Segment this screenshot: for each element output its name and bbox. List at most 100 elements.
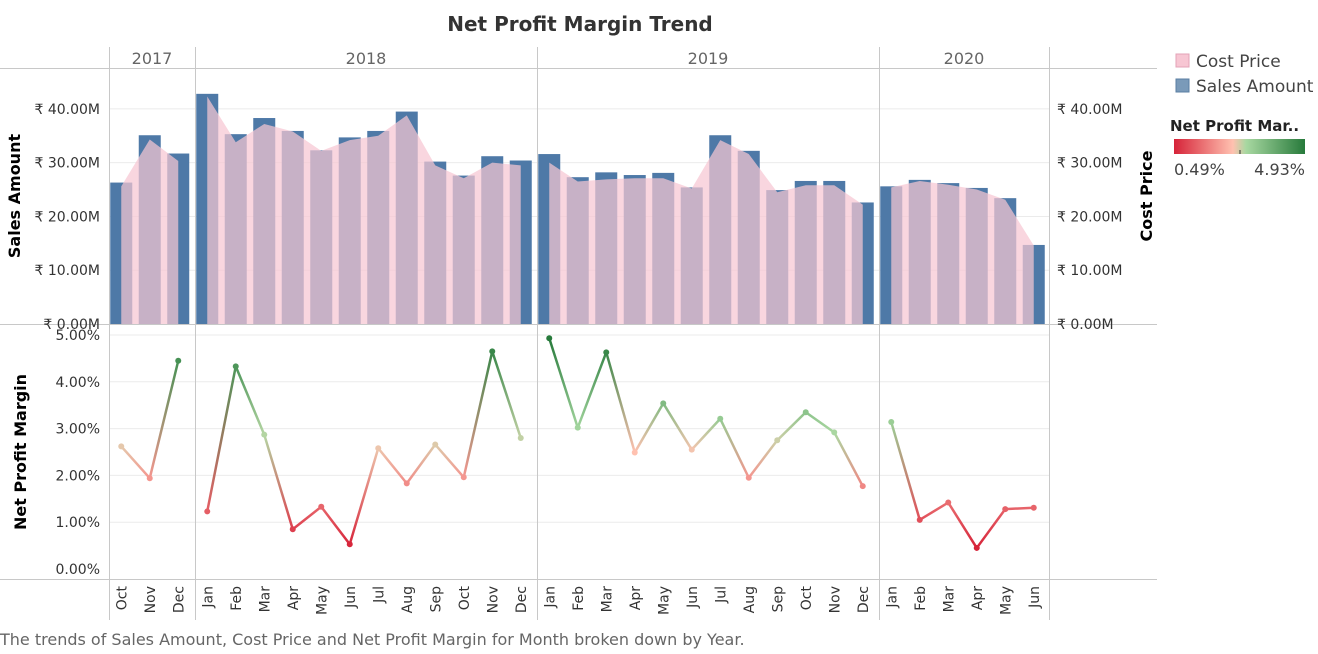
margin-line-segment (662, 402, 693, 451)
year-header: 2018 (346, 49, 387, 68)
margin-line-segment (462, 350, 494, 479)
margin-point (945, 499, 952, 506)
margin-point (916, 516, 923, 523)
margin-line-segment (206, 365, 237, 513)
month-label: Oct (457, 586, 473, 611)
margin-line-segment (804, 410, 836, 434)
cost-price-area (207, 96, 521, 325)
color-legend-title: Net Profit Mar.. (1170, 117, 1299, 135)
month-label: Jul (371, 586, 387, 604)
margin-line-segment (605, 351, 636, 454)
color-legend-ramp (1174, 139, 1305, 154)
color-legend-min: 0.49% (1174, 160, 1225, 179)
margin-point (289, 526, 296, 533)
cost-area (121, 96, 1034, 325)
month-label: Apr (970, 586, 986, 610)
right-axis-tick: ₹ 20.00M (1057, 209, 1123, 225)
legend-swatch-cost-price (1175, 53, 1190, 68)
margin-point (1030, 504, 1037, 511)
left-axis-tick: ₹ 10.00M (34, 263, 100, 279)
margin-axis-tick: 2.00% (56, 468, 100, 484)
margin-line-segment (320, 505, 351, 546)
margin-point (574, 424, 581, 431)
month-label: Aug (400, 586, 416, 613)
month-label: Sep (428, 586, 444, 613)
year-header: 2019 (688, 49, 729, 68)
margin-line-segment (291, 505, 323, 531)
margin-line-segment (690, 417, 722, 451)
margin-line-segment (747, 439, 779, 479)
margin-point (774, 437, 781, 444)
margin-point (831, 429, 838, 436)
margin-line-segment (918, 501, 950, 522)
left-axis-tick: ₹ 40.00M (34, 102, 100, 118)
axis-labels: 2017 2018 2019 2020 ₹ 0.00M ₹ 0.00M ₹ 10.00M ₹ … (5, 49, 1156, 615)
margin-line-segment (234, 365, 266, 436)
margin-line-segment (491, 350, 522, 440)
margin-line-segment (975, 507, 1007, 550)
margin-point (546, 335, 553, 342)
margin-line-segment (947, 501, 978, 550)
month-label: Jun (343, 586, 359, 609)
margin-point (403, 480, 410, 487)
month-label: Mar (941, 586, 957, 613)
margin-line-segment (434, 443, 465, 479)
margin-point (660, 400, 667, 407)
month-label: Mar (599, 586, 615, 613)
margin-line-segment (120, 445, 151, 480)
month-label: May (656, 586, 672, 615)
margin-point (146, 475, 153, 482)
margin-line-segment (548, 337, 579, 429)
legend-label-sales-amount: Sales Amount (1196, 77, 1314, 97)
cost-price-area (121, 139, 179, 324)
margin-point (432, 441, 439, 448)
margin-point (717, 415, 724, 422)
margin-line-segment (719, 417, 750, 479)
margin-axis-tick: 3.00% (56, 422, 100, 438)
month-label: Sep (770, 586, 786, 613)
margin-line-segment (377, 447, 408, 485)
month-label: Aug (742, 586, 758, 613)
margin-axis-tick: 1.00% (56, 515, 100, 531)
month-label: Mar (257, 586, 273, 613)
month-label: Dec (514, 586, 530, 613)
year-header: 2017 (132, 49, 173, 68)
margin-point (745, 474, 752, 481)
margin-point (517, 434, 524, 441)
margin-line-segment (348, 447, 380, 546)
margin-point (802, 409, 809, 416)
margin-point (603, 349, 610, 356)
left-axis-title: Sales Amount (5, 134, 24, 259)
margin-point (1002, 506, 1009, 513)
margin-point (118, 443, 125, 450)
margin-point (232, 363, 239, 370)
margin-line-segment (776, 410, 807, 442)
chart-title: Net Profit Margin Trend (447, 12, 713, 36)
margin-point (375, 445, 382, 452)
month-label: Nov (143, 586, 159, 613)
panel-frame (0, 47, 1157, 620)
month-label: Feb (913, 586, 929, 611)
legend: Cost Price Sales Amount Net Profit Mar..… (1170, 52, 1314, 179)
margin-point (688, 446, 695, 453)
margin-point (261, 431, 268, 438)
margin-point (888, 419, 895, 426)
margin-axis-tick: 5.00% (56, 328, 100, 344)
month-label: Jan (200, 586, 216, 609)
month-label: Dec (171, 586, 187, 613)
left-axis-tick: ₹ 20.00M (34, 209, 100, 225)
month-label: Apr (628, 586, 644, 610)
cost-price-area (549, 140, 863, 324)
legend-label-cost-price: Cost Price (1196, 52, 1281, 72)
margin-line-segment (633, 402, 665, 454)
margin-point (460, 474, 467, 481)
month-label: Apr (286, 586, 302, 610)
legend-swatch-sales-amount (1175, 78, 1190, 93)
margin-axis-title: Net Profit Margin (11, 374, 30, 530)
margin-line-segment (405, 443, 437, 485)
margin-line-segment (263, 433, 294, 531)
month-label: Jun (685, 586, 701, 609)
margin-line-segment (148, 359, 180, 480)
margin-line (118, 335, 1037, 551)
